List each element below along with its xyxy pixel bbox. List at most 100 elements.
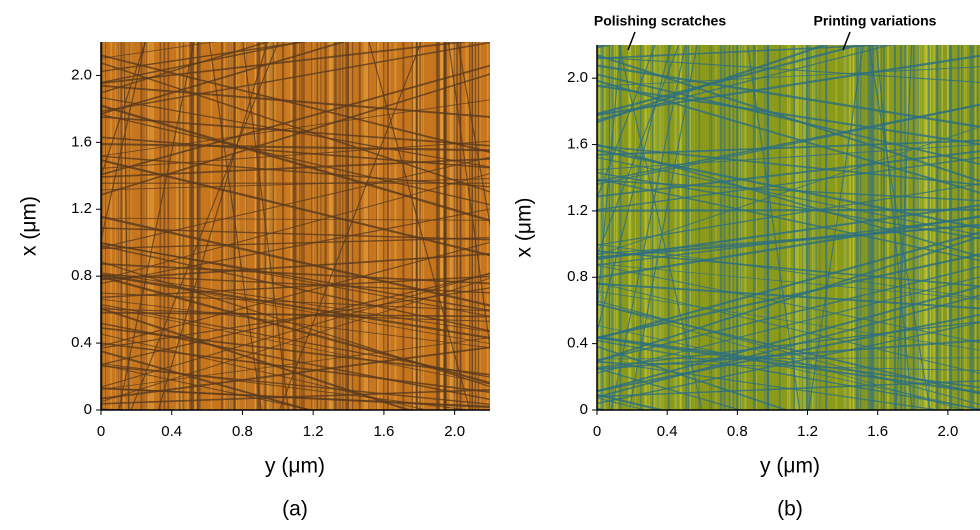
y-tick-label: 0.8 (71, 267, 92, 284)
scratch (101, 42, 490, 113)
scratch (101, 346, 490, 400)
x-tick-label: 1.6 (867, 423, 888, 440)
panel-label: (a) (282, 498, 308, 521)
scratch (101, 363, 472, 410)
scratch (101, 42, 346, 115)
scratch (101, 263, 490, 285)
scratch (597, 139, 980, 156)
scratch (597, 53, 980, 183)
scratch (597, 235, 980, 362)
scratch (101, 306, 490, 385)
scratch (597, 208, 980, 212)
scratch (597, 143, 980, 258)
y-axis-label: x (μm) (18, 196, 41, 256)
scratch (101, 274, 490, 345)
scratch (101, 389, 490, 405)
scratch (101, 272, 490, 333)
scratch (101, 156, 490, 249)
y-tick-label: 2.0 (567, 69, 588, 86)
scratch (101, 273, 490, 366)
scratch (597, 45, 863, 116)
scratch (610, 45, 686, 410)
scratch (597, 143, 980, 171)
scratch (895, 45, 913, 410)
annotation-arrow (627, 31, 636, 51)
scratch (597, 265, 980, 362)
annotation-arrow (842, 31, 851, 51)
panel-label: (b) (777, 498, 803, 521)
scratch (597, 79, 980, 194)
scratch (123, 42, 130, 410)
scratch (101, 261, 490, 388)
scratch (597, 250, 980, 288)
scratch (101, 136, 490, 169)
x-axis-label: y (μm) (760, 455, 820, 478)
scratch (101, 42, 146, 179)
scratch (101, 104, 490, 222)
x-tick-label: 0.8 (232, 423, 253, 440)
scratch (597, 215, 980, 279)
scratch (597, 66, 980, 87)
x-tick-label: 0 (593, 423, 601, 440)
scratch (101, 350, 313, 410)
image-panel (101, 42, 490, 410)
x-tick-label: 1.2 (797, 423, 818, 440)
scratch (101, 365, 490, 405)
scratch (597, 361, 980, 372)
scratch (447, 42, 490, 352)
scratch (101, 252, 490, 281)
scratch (597, 339, 980, 410)
scratch (457, 42, 490, 228)
scratch (101, 274, 490, 294)
scratch (597, 407, 609, 410)
scratch (101, 272, 490, 388)
scratch (278, 42, 422, 410)
scratch (101, 245, 490, 332)
scratch (101, 140, 490, 169)
y-tick-label: 0.4 (71, 334, 92, 351)
scratch (597, 54, 980, 116)
y-tick-label: 1.2 (567, 202, 588, 219)
scratch (597, 171, 980, 240)
scratch (597, 183, 980, 246)
scratch (101, 172, 490, 281)
scratch (101, 84, 490, 118)
scratch (868, 45, 931, 410)
scratch (597, 144, 980, 186)
scratch (597, 45, 898, 60)
y-tick-label: 2.0 (71, 66, 92, 83)
y-tick-label: 1.2 (71, 200, 92, 217)
scratch (597, 339, 980, 370)
scratch (597, 45, 672, 335)
annotation: Printing variations (814, 13, 937, 29)
scratch (597, 367, 743, 410)
scratch (597, 393, 666, 410)
x-tick-label: 0 (97, 423, 105, 440)
scratch (597, 156, 980, 211)
y-tick-label: 0 (84, 401, 92, 418)
scratch (597, 282, 980, 374)
scratch (101, 42, 217, 59)
x-tick-label: 1.6 (373, 423, 394, 440)
scratch (101, 275, 490, 299)
scratch (597, 84, 980, 146)
scratch (618, 45, 703, 410)
scratch (808, 45, 864, 410)
scratch (208, 42, 262, 410)
y-tick-label: 1.6 (71, 133, 92, 150)
y-tick-label: 0.8 (567, 268, 588, 285)
scratch (597, 290, 980, 351)
scratch (597, 150, 980, 198)
scratch (101, 158, 490, 178)
scratch (157, 42, 269, 410)
scratch (101, 178, 490, 191)
scratch (597, 148, 980, 229)
scratch (597, 64, 980, 128)
scratch (101, 208, 490, 285)
scratch (597, 157, 980, 236)
scratch (101, 73, 490, 196)
scratch (101, 42, 308, 73)
y-tick-label: 1.6 (567, 136, 588, 153)
